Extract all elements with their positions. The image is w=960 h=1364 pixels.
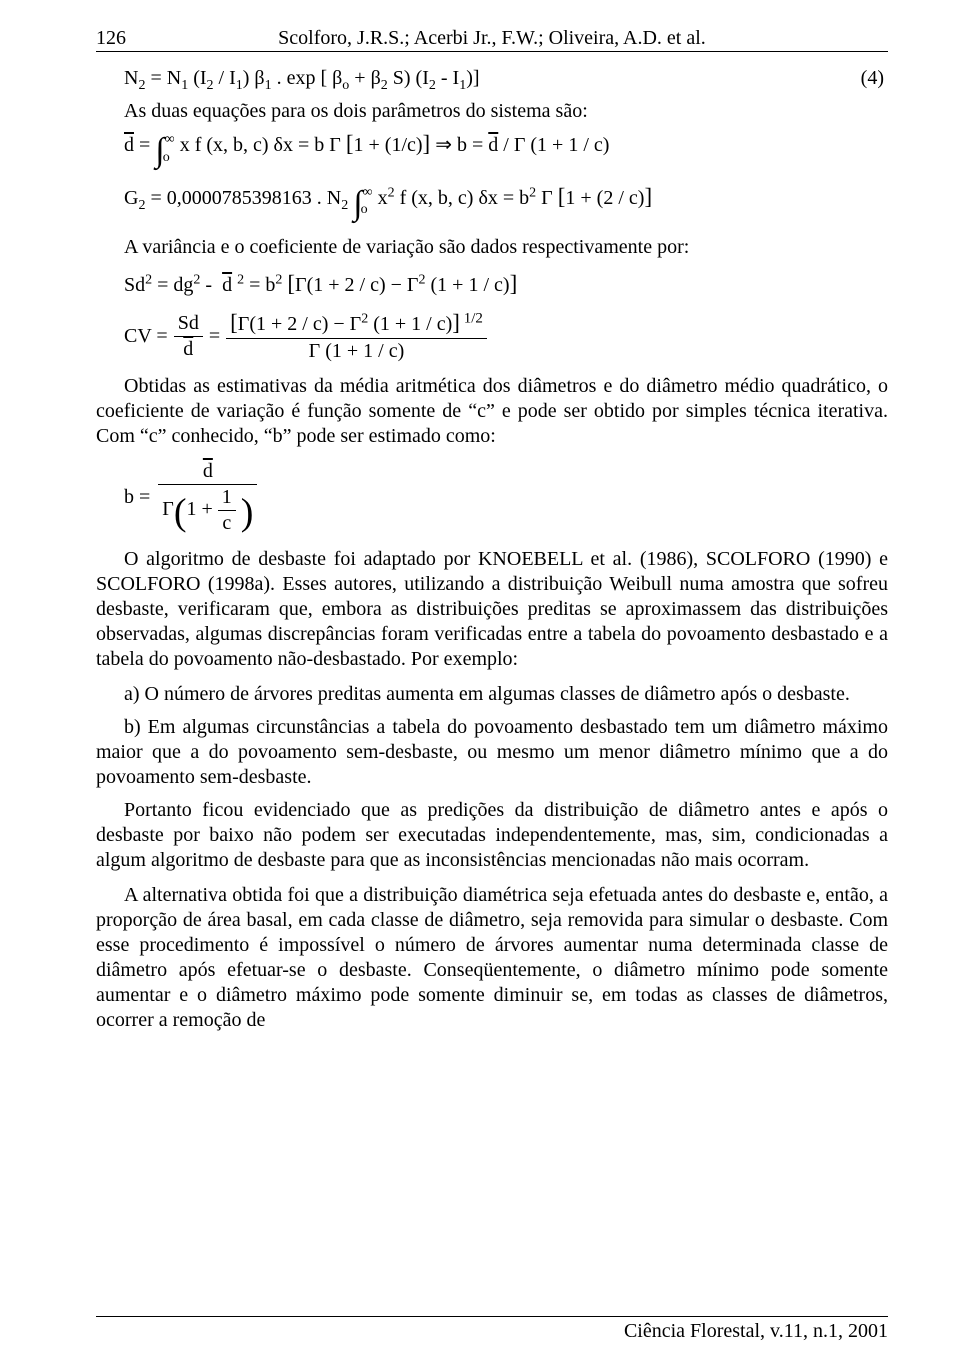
- paragraph-algorithm: O algoritmo de desbaste foi adaptado por…: [96, 547, 888, 672]
- list-item-b: b) Em algumas circunstâncias a tabela do…: [96, 715, 888, 790]
- equation-sd2: Sd2 = dg2 - d 2 = b2 [Γ(1 + 2 / c) − Γ2 …: [124, 270, 888, 299]
- page: 126 Scolforo, J.R.S.; Acerbi Jr., F.W.; …: [0, 0, 960, 1364]
- equation-g2: G2 = 0,0000785398163 . N2 ∫∞o x2 f (x, b…: [124, 183, 888, 226]
- list-item-a: a) O número de árvores preditas aumenta …: [96, 682, 888, 707]
- header-spacer: [858, 26, 888, 51]
- equation-dbar: d = ∫∞o x f (x, b, c) δx = b Γ [1 + (1/c…: [124, 130, 888, 173]
- page-number: 126: [96, 26, 126, 51]
- equation-cv: CV = Sd d = [Γ(1 + 2 / c) − Γ2 (1 + 1 / …: [124, 309, 888, 364]
- paragraph-evident: Portanto ficou evidenciado que as prediç…: [96, 798, 888, 873]
- paragraph-alternative: A alternativa obtida foi que a distribui…: [96, 883, 888, 1033]
- equations-intro: As duas equações para os dois parâmetros…: [124, 99, 888, 124]
- variance-intro: A variância e o coeficiente de variação …: [124, 235, 888, 260]
- equation-4-body: N2 = N1 (I2 / I1) β1 . exp [ βo + β2 S) …: [124, 66, 480, 91]
- equation-4-number: (4): [861, 66, 888, 91]
- journal-reference: Ciência Florestal, v.11, n.1, 2001: [624, 1319, 888, 1344]
- paragraph-estimation: Obtidas as estimativas da média aritméti…: [96, 374, 888, 449]
- running-head: 126 Scolforo, J.R.S.; Acerbi Jr., F.W.; …: [96, 26, 888, 52]
- running-foot: Ciência Florestal, v.11, n.1, 2001: [96, 1316, 888, 1344]
- equation-4: N2 = N1 (I2 / I1) β1 . exp [ βo + β2 S) …: [124, 66, 888, 91]
- authors-line: Scolforo, J.R.S.; Acerbi Jr., F.W.; Oliv…: [278, 26, 706, 51]
- equation-b: b = d Γ(1 + 1 c ): [124, 459, 888, 537]
